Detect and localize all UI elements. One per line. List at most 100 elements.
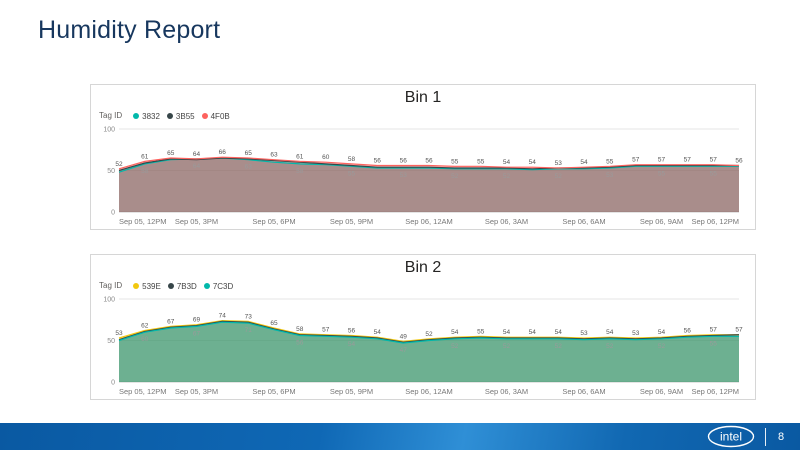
svg-text:53: 53 — [555, 160, 563, 167]
svg-text:54: 54 — [503, 159, 511, 166]
svg-text:74: 74 — [219, 313, 227, 320]
svg-text:62: 62 — [141, 323, 149, 330]
svg-text:73: 73 — [245, 313, 253, 320]
intel-logo-text: intel — [720, 430, 742, 444]
svg-text:57: 57 — [632, 157, 640, 164]
bin1-chart: 0 50 100 52 61 65 64 66 65 63 61 60 58 56 56 56 55 55 54 54… — [103, 127, 743, 227]
legend-item[interactable]: 3B55 — [166, 111, 195, 121]
svg-text:57: 57 — [684, 157, 692, 164]
svg-text:54: 54 — [503, 329, 511, 336]
bin1-chart-title: Bin 1 — [404, 89, 442, 106]
bin2-chart-panel: Bin 2 Tag ID 539E 7B3D 7C3D 0 50 100 53 62 67 69… — [90, 254, 756, 400]
svg-text:52: 52 — [658, 343, 666, 350]
x-axis-labels: Sep 05, 12PM Sep 05, 3PM Sep 05, 6PM Sep 05… — [119, 387, 739, 396]
svg-text:57: 57 — [710, 327, 718, 334]
svg-text:53: 53 — [115, 330, 123, 337]
svg-text:60: 60 — [322, 154, 330, 161]
svg-text:63: 63 — [270, 152, 278, 159]
svg-text:Sep 05, 9PM: Sep 05, 9PM — [330, 387, 373, 396]
legend-label: 7C3D — [212, 281, 234, 291]
svg-text:Sep 05, 6PM: Sep 05, 6PM — [252, 387, 295, 396]
svg-text:55: 55 — [477, 328, 485, 335]
svg-text:0: 0 — [111, 210, 115, 217]
legend-item[interactable]: 3832 — [133, 112, 160, 121]
bin1-legend: Tag ID 3832 3B55 4F0B — [91, 109, 755, 121]
gridlines: 0 50 100 — [103, 127, 739, 217]
svg-text:54: 54 — [529, 329, 537, 336]
intel-logo: intel — [707, 425, 755, 448]
svg-text:Sep 05, 12PM: Sep 05, 12PM — [119, 387, 167, 396]
legend-label: 539E — [142, 281, 161, 291]
svg-text:Sep 06, 3AM: Sep 06, 3AM — [485, 387, 528, 396]
legend-label: 7B3D — [176, 281, 197, 291]
legend-label: 4F0B — [210, 111, 230, 121]
svg-text:65: 65 — [167, 150, 175, 157]
bin2-legend: Tag ID 539E 7B3D 7C3D — [91, 279, 755, 291]
svg-text:61: 61 — [141, 153, 149, 160]
svg-text:58: 58 — [296, 168, 304, 175]
data-labels: 52 61 65 64 66 65 63 61 60 58 56 56 56 55 55 54 54 53 54 55… — [115, 149, 743, 180]
svg-text:57: 57 — [735, 327, 743, 334]
svg-text:52: 52 — [425, 331, 433, 338]
svg-text:Sep 06, 6AM: Sep 06, 6AM — [562, 387, 605, 396]
svg-text:58: 58 — [348, 156, 356, 163]
svg-text:53: 53 — [580, 330, 588, 337]
footer-bar: intel 8 — [0, 423, 800, 450]
svg-text:54: 54 — [451, 329, 459, 336]
page-title: Humidity Report — [38, 16, 221, 44]
svg-text:55: 55 — [710, 340, 718, 347]
svg-text:Sep 06, 6AM: Sep 06, 6AM — [562, 217, 605, 226]
legend-dot-icon — [201, 113, 208, 119]
intel-logo-icon: intel — [707, 425, 755, 448]
svg-text:Sep 06, 9AM: Sep 06, 9AM — [640, 387, 683, 396]
svg-text:Sep 05, 12PM: Sep 05, 12PM — [119, 217, 167, 226]
svg-text:Sep 06, 12AM: Sep 06, 12AM — [405, 387, 453, 396]
svg-text:54: 54 — [555, 329, 563, 336]
svg-text:66: 66 — [219, 149, 227, 156]
svg-text:54: 54 — [658, 329, 666, 336]
svg-text:60: 60 — [141, 336, 149, 343]
svg-text:100: 100 — [103, 127, 115, 134]
legend-title: Tag ID — [99, 110, 123, 120]
svg-text:Sep 06, 12PM: Sep 06, 12PM — [691, 387, 739, 396]
svg-text:55: 55 — [477, 158, 485, 165]
svg-text:55: 55 — [451, 158, 459, 165]
svg-text:Sep 06, 12AM: Sep 06, 12AM — [405, 217, 453, 226]
legend-dot-icon — [133, 113, 140, 119]
svg-text:56: 56 — [425, 158, 433, 165]
svg-text:Sep 06, 3AM: Sep 06, 3AM — [485, 217, 528, 226]
svg-text:54: 54 — [529, 159, 537, 166]
svg-text:65: 65 — [245, 150, 253, 157]
svg-text:47: 47 — [400, 347, 408, 354]
svg-text:56: 56 — [374, 158, 382, 165]
legend-item[interactable]: 539E — [133, 282, 161, 291]
svg-text:67: 67 — [193, 330, 201, 337]
svg-text:52: 52 — [503, 173, 511, 180]
legend-dot-icon — [133, 283, 140, 289]
svg-text:54: 54 — [348, 341, 356, 348]
svg-text:Sep 06, 9AM: Sep 06, 9AM — [640, 217, 683, 226]
legend-item[interactable]: 7C3D — [203, 281, 234, 291]
svg-text:52: 52 — [555, 173, 563, 180]
svg-text:65: 65 — [270, 320, 278, 327]
svg-text:53: 53 — [400, 172, 408, 179]
svg-text:52: 52 — [451, 343, 459, 350]
svg-text:56: 56 — [348, 328, 356, 335]
svg-text:52: 52 — [606, 343, 614, 350]
legend-item[interactable]: 7B3D — [167, 281, 197, 291]
svg-text:55: 55 — [658, 170, 666, 177]
svg-text:58: 58 — [141, 168, 149, 175]
legend-label: 3832 — [142, 111, 160, 121]
legend-label: 3B55 — [175, 111, 195, 121]
svg-text:63: 63 — [245, 164, 253, 171]
svg-text:Sep 05, 3PM: Sep 05, 3PM — [175, 387, 218, 396]
svg-text:Sep 05, 6PM: Sep 05, 6PM — [252, 217, 295, 226]
data-labels: 53 62 67 69 74 73 65 58 57 56 54 49 52 54 55 54 54 54 53 54… — [115, 313, 743, 354]
legend-dot-icon — [167, 283, 174, 289]
svg-text:69: 69 — [193, 317, 201, 324]
series-areas — [118, 319, 740, 382]
legend-item[interactable]: 4F0B — [201, 111, 230, 121]
series-areas — [118, 156, 740, 212]
svg-text:Sep 05, 3PM: Sep 05, 3PM — [175, 217, 218, 226]
svg-text:57: 57 — [710, 157, 718, 164]
